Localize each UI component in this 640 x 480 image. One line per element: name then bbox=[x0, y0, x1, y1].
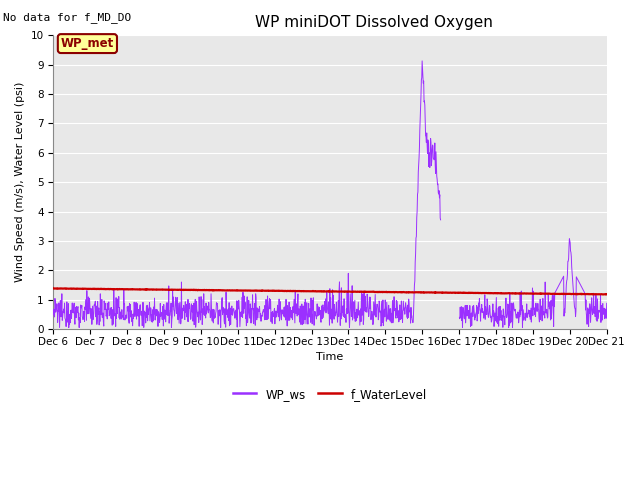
Line: WP_ws: WP_ws bbox=[53, 61, 607, 327]
WP_ws bbox=[603, 300, 611, 306]
Line: f_WaterLevel: f_WaterLevel bbox=[53, 288, 607, 294]
f_WaterLevel bbox=[173, 287, 180, 293]
Text: WP_met: WP_met bbox=[61, 37, 114, 50]
f_WaterLevel bbox=[488, 290, 496, 296]
WP_ws bbox=[49, 312, 57, 317]
WP_ws bbox=[538, 309, 545, 314]
Text: No data for f_MD_DO: No data for f_MD_DO bbox=[3, 12, 131, 23]
f_WaterLevel bbox=[537, 291, 545, 297]
WP_ws bbox=[416, 127, 424, 132]
Y-axis label: Wind Speed (m/s), Water Level (psi): Wind Speed (m/s), Water Level (psi) bbox=[15, 82, 25, 282]
X-axis label: Time: Time bbox=[316, 352, 344, 362]
f_WaterLevel bbox=[234, 288, 242, 293]
WP_ws bbox=[173, 311, 180, 316]
f_WaterLevel bbox=[49, 286, 57, 291]
Legend: WP_ws, f_WaterLevel: WP_ws, f_WaterLevel bbox=[228, 383, 432, 405]
f_WaterLevel bbox=[599, 291, 607, 297]
Title: WP miniDOT Dissolved Oxygen: WP miniDOT Dissolved Oxygen bbox=[255, 15, 493, 30]
WP_ws bbox=[159, 304, 167, 310]
WP_ws bbox=[234, 306, 242, 312]
WP_ws bbox=[489, 309, 497, 315]
f_WaterLevel bbox=[159, 287, 167, 292]
f_WaterLevel bbox=[603, 291, 611, 297]
f_WaterLevel bbox=[416, 289, 424, 295]
